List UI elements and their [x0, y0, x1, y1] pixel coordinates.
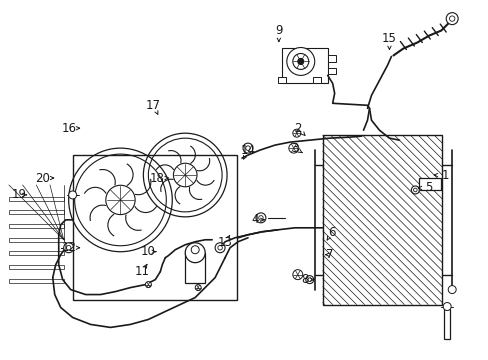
- Circle shape: [68, 191, 77, 199]
- Circle shape: [195, 285, 201, 291]
- Text: 11: 11: [135, 265, 150, 278]
- Circle shape: [178, 168, 191, 182]
- Circle shape: [258, 216, 263, 220]
- Circle shape: [292, 270, 302, 280]
- Circle shape: [442, 302, 450, 310]
- Bar: [9, 279, 63, 283]
- Circle shape: [446, 13, 457, 24]
- Text: 7: 7: [325, 248, 333, 261]
- Text: 5: 5: [425, 181, 432, 194]
- Text: 20: 20: [35, 171, 50, 185]
- Text: 13: 13: [217, 236, 232, 249]
- Text: 2: 2: [293, 122, 301, 135]
- Circle shape: [185, 243, 205, 263]
- Bar: [327, 68, 335, 75]
- Circle shape: [112, 192, 128, 208]
- Circle shape: [292, 129, 300, 137]
- Bar: [9, 197, 63, 201]
- Bar: [419, 178, 440, 190]
- Bar: [185, 253, 205, 283]
- Circle shape: [410, 186, 419, 194]
- Bar: [281, 48, 327, 84]
- Text: 1: 1: [441, 168, 448, 181]
- Text: 10: 10: [141, 245, 156, 258]
- Circle shape: [243, 143, 252, 153]
- Text: 16: 16: [61, 122, 76, 135]
- Bar: [9, 265, 63, 269]
- Circle shape: [215, 243, 224, 253]
- Circle shape: [447, 285, 455, 293]
- Circle shape: [305, 276, 313, 284]
- Bar: [277, 77, 285, 84]
- Circle shape: [66, 246, 71, 250]
- Circle shape: [286, 48, 314, 75]
- Circle shape: [288, 143, 298, 153]
- Circle shape: [63, 243, 74, 253]
- Bar: [9, 210, 63, 214]
- Circle shape: [173, 163, 197, 187]
- Bar: [9, 238, 63, 242]
- Text: 6: 6: [327, 226, 335, 239]
- Circle shape: [448, 16, 454, 21]
- Circle shape: [255, 213, 265, 223]
- Text: 12: 12: [61, 241, 76, 254]
- Circle shape: [307, 278, 311, 282]
- Text: 8: 8: [301, 273, 308, 286]
- Bar: [9, 252, 63, 256]
- Text: 14: 14: [240, 144, 255, 157]
- Text: 18: 18: [150, 171, 164, 185]
- Text: 17: 17: [145, 99, 161, 112]
- Bar: [312, 77, 320, 84]
- Text: 15: 15: [381, 32, 396, 45]
- Circle shape: [413, 188, 416, 192]
- Text: 19: 19: [11, 188, 26, 202]
- Text: 4: 4: [251, 213, 258, 226]
- Bar: [322, 135, 441, 305]
- Text: 9: 9: [275, 24, 282, 37]
- Circle shape: [191, 246, 199, 254]
- Bar: [443, 310, 449, 339]
- Bar: [327, 55, 335, 62]
- Circle shape: [145, 282, 151, 288]
- Circle shape: [292, 54, 308, 69]
- Circle shape: [218, 246, 222, 250]
- Bar: [9, 224, 63, 228]
- Circle shape: [297, 58, 303, 64]
- Circle shape: [245, 146, 250, 150]
- Text: 3: 3: [290, 141, 298, 155]
- Bar: [73, 155, 237, 300]
- Circle shape: [105, 185, 135, 215]
